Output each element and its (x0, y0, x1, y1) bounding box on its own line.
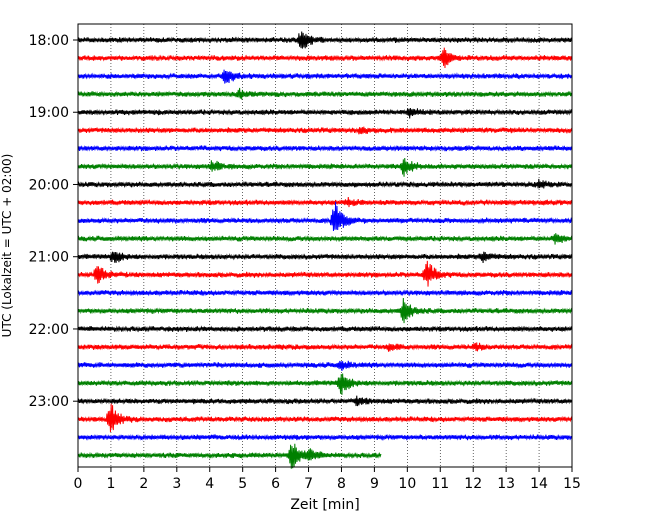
traces (77, 31, 573, 469)
plot-frame (77, 23, 573, 468)
trace-line (77, 233, 573, 245)
x-tick-label: 7 (304, 476, 313, 492)
y-tick-label: 18:00 (29, 33, 69, 49)
x-tick-label: 11 (431, 476, 449, 492)
x-tick-label: 14 (530, 476, 548, 492)
trace-line (77, 69, 573, 84)
trace-line (77, 126, 573, 135)
trace-line (77, 443, 382, 469)
trace-line (77, 395, 573, 407)
y-tick-label: 23:00 (29, 394, 69, 410)
trace-line (77, 87, 573, 100)
trace-line (77, 433, 573, 442)
trace-line (77, 47, 573, 69)
x-tick-label: 15 (563, 476, 581, 492)
trace-line (77, 158, 573, 177)
trace-line (77, 31, 573, 49)
x-axis-label: Zeit [min] (290, 497, 359, 513)
trace-line (77, 260, 573, 287)
trace-line (77, 108, 573, 119)
x-tick-label: 9 (370, 476, 379, 492)
x-tick-label: 1 (106, 476, 115, 492)
x-tick-label: 0 (74, 476, 83, 492)
x-tick-label: 3 (172, 476, 181, 492)
x-axis-ticks: 0 1 2 3 4 5 6 7 8 9 10 11 12 13 14 15 (74, 467, 581, 492)
trace-line (77, 403, 573, 433)
y-tick-label: 19:00 (29, 105, 69, 121)
trace-line (77, 342, 573, 352)
trace-line (77, 373, 573, 395)
trace-line (77, 144, 573, 152)
trace-line (77, 325, 573, 333)
x-tick-label: 6 (271, 476, 280, 492)
x-tick-label: 2 (139, 476, 148, 492)
x-tick-label: 5 (238, 476, 247, 492)
y-tick-label: 21:00 (29, 250, 69, 266)
y-tick-label: 22:00 (29, 322, 69, 338)
trace-line (77, 289, 573, 297)
trace-line (77, 360, 573, 371)
trace-line (77, 251, 573, 264)
trace-line (77, 201, 573, 232)
y-tick-label: 20:00 (29, 177, 69, 193)
y-axis-ticks: 18:00 19:00 20:00 21:00 22:00 23:00 (29, 33, 78, 410)
y-axis-label: UTC (Lokalzeit = UTC + 02:00) (0, 154, 14, 338)
trace-line (77, 298, 573, 324)
trace-line (77, 178, 573, 189)
x-tick-label: 10 (398, 476, 416, 492)
x-tick-label: 13 (497, 476, 515, 492)
trace-line (77, 197, 573, 208)
x-tick-label: 8 (337, 476, 346, 492)
x-tick-label: 12 (464, 476, 482, 492)
x-tick-label: 4 (205, 476, 214, 492)
